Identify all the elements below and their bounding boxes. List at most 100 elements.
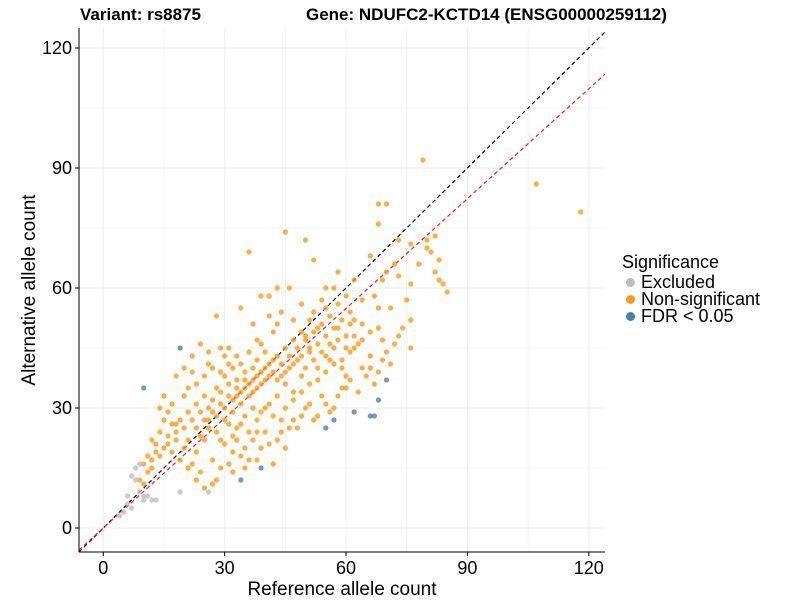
point-non-significant [375,201,382,207]
point-non-significant [319,349,325,355]
point-non-significant [209,365,216,371]
point-non-significant [311,329,317,335]
point-non-significant [222,353,228,359]
point-fdr [141,385,147,391]
point-non-significant [238,361,244,367]
point-non-significant [343,293,349,299]
point-non-significant [161,417,167,423]
point-non-significant [258,369,264,375]
point-non-significant [258,381,264,387]
point-non-significant [169,421,175,427]
point-non-significant [347,321,353,327]
point-excluded [141,497,147,503]
point-non-significant [379,337,386,343]
point-non-significant [302,405,309,411]
point-non-significant [250,437,256,443]
point-non-significant [254,385,260,391]
point-non-significant [246,249,252,255]
point-non-significant [181,445,187,451]
point-non-significant [339,385,345,391]
point-non-significant [185,385,191,391]
point-non-significant [298,329,305,335]
point-non-significant [246,429,252,435]
point-non-significant [234,385,240,391]
point-excluded [133,477,139,483]
point-non-significant [234,437,240,443]
point-non-significant [238,401,244,407]
point-non-significant [278,309,284,315]
point-non-significant [323,333,329,339]
point-non-significant [379,357,386,363]
point-non-significant [226,421,232,427]
point-non-significant [149,457,155,463]
point-non-significant [193,477,199,483]
point-non-significant [270,413,276,419]
point-excluded [141,493,147,499]
point-fdr [238,477,244,483]
point-excluded [137,489,143,495]
point-non-significant [282,345,288,351]
point-non-significant [290,417,297,423]
point-non-significant [213,385,220,391]
legend-label-excluded: Excluded [641,272,716,292]
point-excluded [145,493,151,499]
point-non-significant [262,365,268,371]
point-non-significant [218,465,224,471]
point-non-significant [315,413,321,419]
point-non-significant [387,305,394,311]
point-non-significant [209,397,216,403]
point-non-significant [327,357,333,363]
point-non-significant [197,433,203,439]
x-tick-label: 90 [457,558,477,578]
legend-item-non-significant: Non-significant [622,290,760,308]
point-non-significant [254,457,260,463]
point-excluded [177,489,183,495]
point-non-significant [137,477,143,483]
point-non-significant [222,405,228,411]
y-tick-label: 30 [52,398,72,418]
point-non-significant [242,369,248,375]
x-tick-label: 60 [336,558,356,578]
point-non-significant [307,401,313,407]
point-non-significant [379,277,386,283]
point-non-significant [201,437,208,443]
point-non-significant [331,285,337,291]
point-non-significant [246,457,252,463]
point-non-significant [351,333,357,339]
point-non-significant [315,365,321,371]
point-non-significant [408,281,414,287]
point-non-significant [149,465,155,471]
y-axis-label: Alternative allele count [19,194,40,386]
point-non-significant [254,357,260,363]
point-non-significant [343,333,349,339]
point-excluded [153,497,159,503]
point-non-significant [230,469,236,475]
point-non-significant [408,241,414,247]
point-non-significant [331,405,337,411]
point-non-significant [355,389,361,395]
point-non-significant [302,333,309,339]
point-non-significant [226,345,232,351]
point-non-significant [250,365,256,371]
point-non-significant [286,425,292,431]
point-non-significant [218,369,224,375]
point-non-significant [323,369,329,375]
point-non-significant [290,397,297,403]
point-non-significant [319,321,325,327]
point-non-significant [408,317,414,323]
point-non-significant [197,409,203,415]
point-non-significant [274,353,280,359]
point-non-significant [185,409,191,415]
point-excluded [133,465,139,471]
point-non-significant [302,365,309,371]
point-non-significant [343,373,349,379]
point-non-significant [254,417,260,423]
point-non-significant [331,325,337,331]
point-non-significant [359,297,365,303]
point-non-significant [181,393,187,399]
point-non-significant [218,345,224,351]
point-non-significant [270,461,276,467]
point-fdr [258,465,264,471]
point-non-significant [250,377,256,383]
point-excluded [129,505,135,511]
